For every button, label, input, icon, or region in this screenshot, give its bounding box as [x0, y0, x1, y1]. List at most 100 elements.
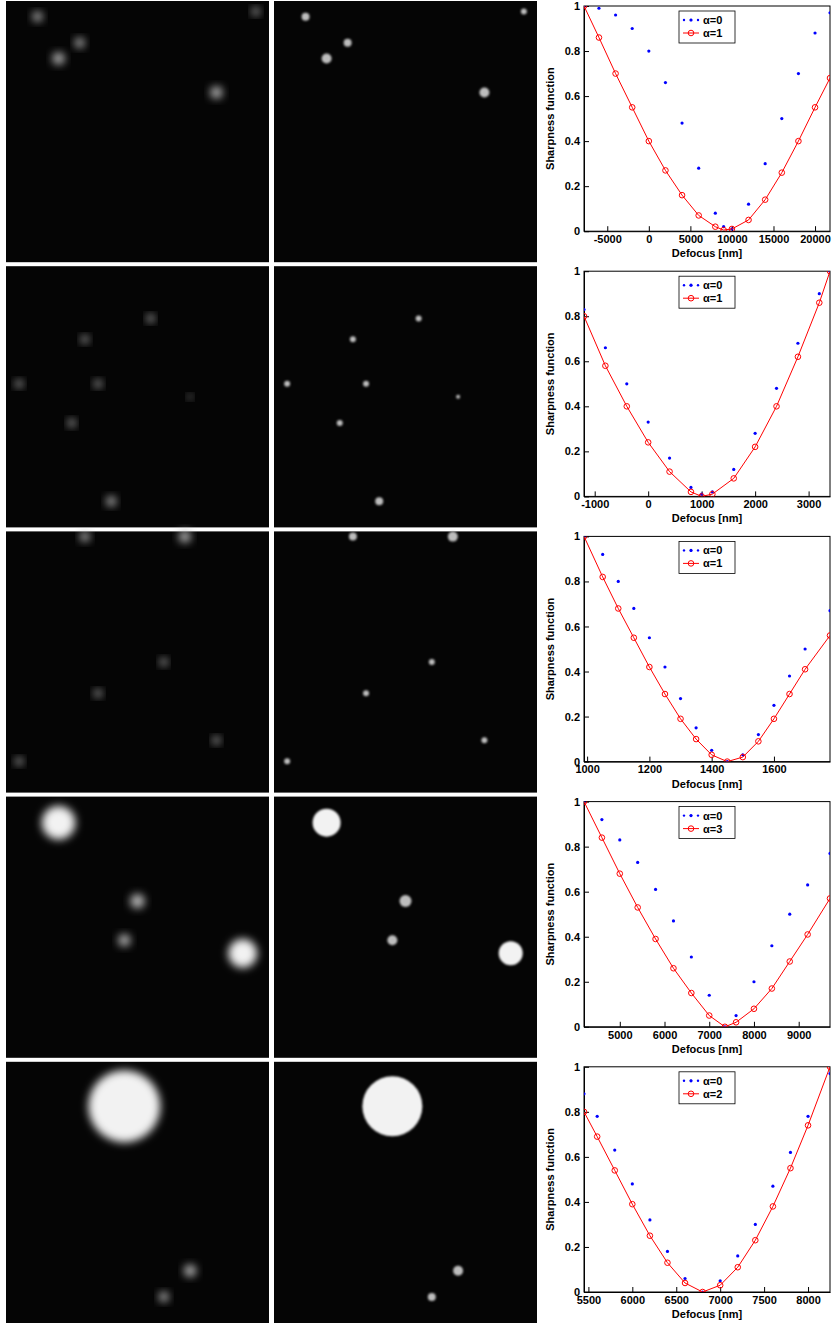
plot-data — [584, 802, 830, 1027]
y-tick: 0.8 — [565, 841, 589, 853]
legend-dot — [683, 1080, 685, 1082]
image-blob — [188, 394, 193, 399]
y-tick: 0.2 — [565, 1241, 589, 1253]
micrograph — [274, 1062, 537, 1323]
data-point — [680, 122, 683, 125]
y-tick: 0.8 — [565, 575, 589, 587]
legend-line — [683, 563, 699, 564]
y-tick-label: 0 — [574, 1021, 580, 1033]
image-background — [274, 1, 537, 262]
x-axis: -500005000100001500020000 — [585, 226, 831, 245]
image-blob — [159, 1292, 169, 1302]
data-point — [683, 1277, 686, 1280]
data-point — [722, 1024, 728, 1027]
y-tick: 0.2 — [565, 711, 589, 723]
data-point — [796, 342, 799, 345]
x-tick-mark — [649, 226, 650, 231]
image-blob — [42, 806, 76, 840]
x-tick-mark — [764, 1287, 765, 1292]
y-tick-label: 0.8 — [565, 575, 580, 587]
y-tick: 0.4 — [565, 931, 589, 943]
legend-label: α=1 — [703, 292, 722, 304]
y-axis-line — [584, 1067, 585, 1292]
x-tick-label: 0 — [646, 498, 652, 510]
y-tick: 0.2 — [565, 976, 589, 988]
x-tick: 8000 — [796, 1287, 820, 1306]
y-tick-mark — [584, 1292, 589, 1293]
series-line — [584, 1067, 830, 1292]
y-axis-title: Sharpness function — [544, 597, 556, 700]
x-tick: 7000 — [708, 1287, 732, 1306]
x-tick-mark — [799, 1022, 800, 1027]
data-point — [688, 489, 694, 495]
x-tick-mark — [754, 1022, 755, 1027]
data-point — [719, 1279, 722, 1282]
y-tick-label: 0.2 — [565, 445, 580, 457]
legend-marker — [689, 18, 692, 21]
image-blob — [88, 1070, 160, 1142]
y-axis: 00.20.40.60.81 — [565, 1061, 589, 1298]
data-point — [769, 986, 775, 992]
image-blob — [81, 336, 88, 343]
x-tick-label: 7500 — [752, 1294, 776, 1306]
x-tick-mark — [587, 757, 588, 762]
data-point — [584, 6, 587, 9]
data-point — [600, 818, 603, 821]
image-blob — [337, 420, 343, 426]
image-blob — [94, 690, 101, 697]
x-tick: 1600 — [762, 757, 786, 776]
y-tick-label: 0 — [574, 490, 580, 502]
data-point — [625, 382, 628, 385]
micrograph — [274, 1, 537, 262]
image-blob — [284, 381, 290, 387]
y-tick-label: 1 — [574, 530, 580, 542]
series — [584, 271, 830, 496]
image-background — [274, 1062, 537, 1323]
y-tick-mark — [584, 581, 589, 582]
series — [584, 271, 830, 496]
data-point — [597, 7, 600, 10]
y-axis: 00.20.40.60.81 — [565, 265, 589, 502]
y-tick-mark — [584, 96, 589, 97]
y-tick: 1 — [574, 0, 589, 12]
chart: 55006000650070007500800000.20.40.60.81De… — [544, 1061, 833, 1320]
x-tick-mark — [773, 226, 774, 231]
data-point — [679, 697, 682, 700]
data-point — [584, 1109, 587, 1115]
data-point — [802, 666, 808, 672]
image-blob — [75, 38, 85, 48]
image-blob — [499, 941, 523, 965]
micrograph — [6, 1062, 269, 1323]
x-axis: 550060006500700075008000 — [577, 1287, 831, 1306]
image-blob — [94, 380, 101, 387]
y-tick-label: 0.6 — [565, 886, 580, 898]
data-point — [827, 633, 830, 639]
data-point — [706, 1013, 712, 1019]
y-tick-mark — [584, 231, 589, 232]
data-point — [752, 980, 755, 983]
x-tick-label: 8000 — [742, 1029, 766, 1041]
x-tick: 0 — [646, 491, 652, 510]
legend-label: α=0 — [703, 810, 722, 822]
x-axis: -10000100020003000 — [581, 491, 830, 510]
x-tick-mark — [595, 491, 596, 496]
legend-dot — [690, 19, 692, 21]
legend-label: α=1 — [703, 27, 722, 39]
data-point — [668, 457, 671, 460]
y-tick: 1 — [574, 530, 589, 542]
chart: -50000500010000150002000000.20.40.60.81D… — [544, 0, 833, 259]
legend-marker — [688, 1091, 694, 1097]
x-axis: 1000120014001600 — [575, 757, 830, 776]
legend-dot — [683, 549, 685, 551]
data-point — [736, 1254, 739, 1257]
legend-marker — [688, 826, 694, 832]
figure: -50000500010000150002000000.20.40.60.81D… — [0, 0, 838, 1326]
data-point — [789, 1151, 792, 1154]
x-tick-label: 20000 — [800, 233, 831, 245]
x-axis-title: Defocus [nm] — [672, 512, 743, 524]
legend-entry: α=0 — [683, 279, 723, 291]
data-point — [732, 468, 735, 471]
legend-marker — [689, 1079, 692, 1082]
legend: α=0α=2 — [679, 1072, 735, 1104]
legend-entry: α=0 — [683, 544, 723, 556]
